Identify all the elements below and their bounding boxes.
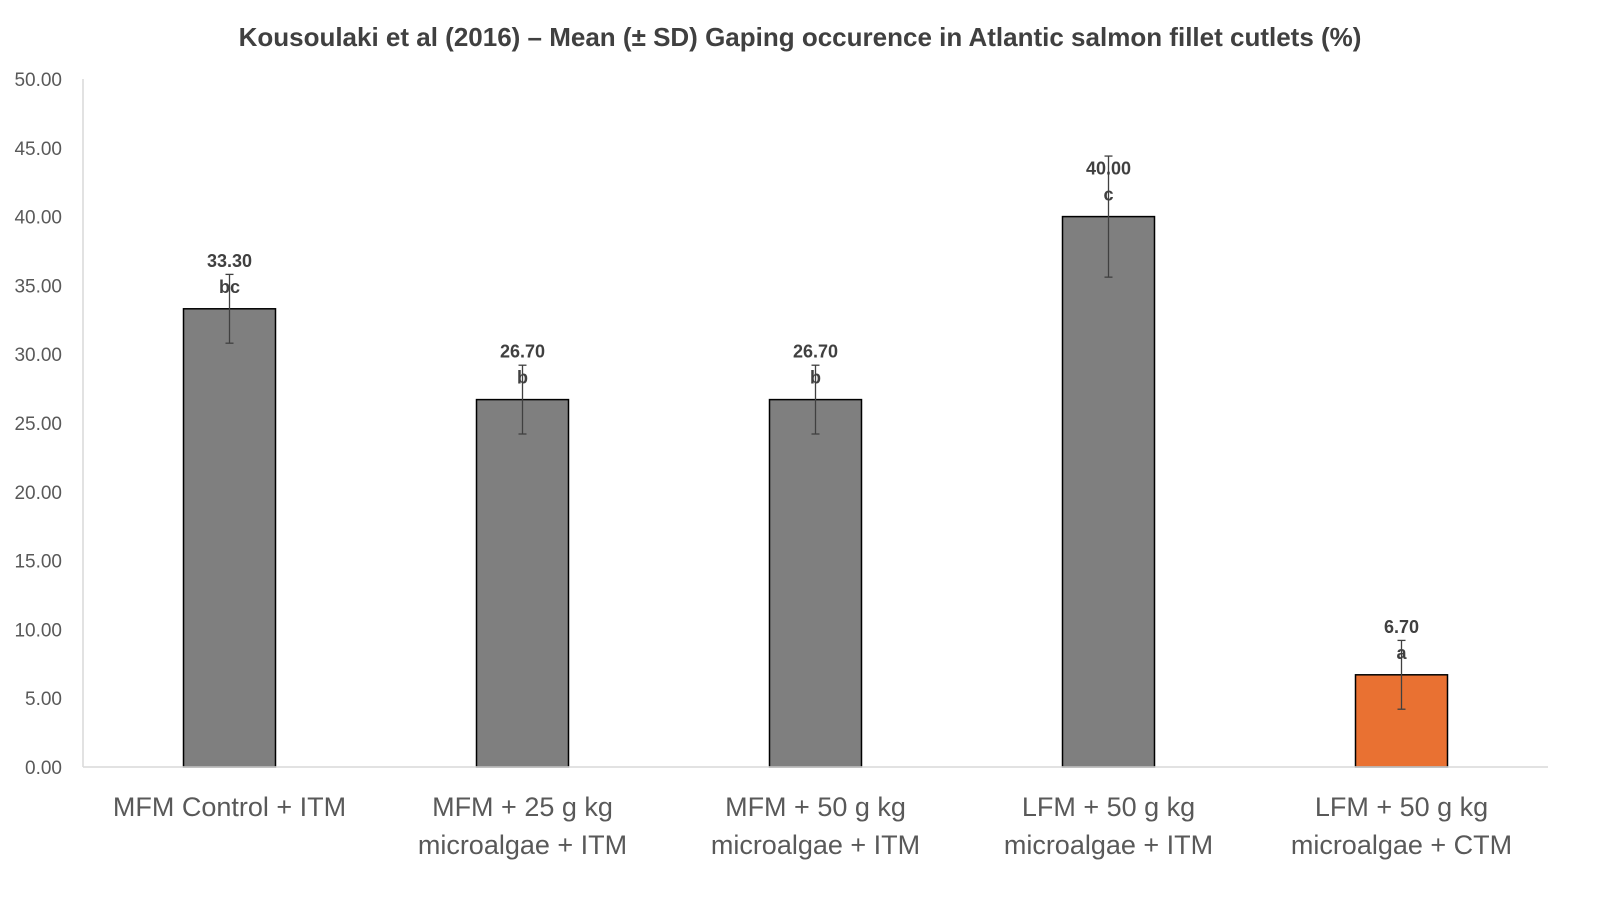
chart-title: Kousoulaki et al (2016) – Mean (± SD) Ga… <box>239 22 1362 52</box>
y-tick-label: 20.00 <box>14 483 62 504</box>
bar <box>768 398 863 768</box>
x-axis: MFM Control + ITM MFM + 25 g kg microalgae… <box>83 766 1548 860</box>
x-tick-label: microalgae + ITM <box>711 830 920 860</box>
bar <box>1061 215 1156 768</box>
data-label: 40.00 <box>1086 159 1131 179</box>
y-tick-label: 10.00 <box>14 620 62 641</box>
x-tick-label: LFM + 50 g kg <box>1315 792 1488 822</box>
bar <box>475 398 570 768</box>
bar <box>182 308 277 768</box>
significance-letter: a <box>1396 643 1407 663</box>
x-tick-label: MFM + 50 g kg <box>725 792 906 822</box>
significance-letter: bc <box>219 277 240 297</box>
x-tick-label: MFM Control + ITM <box>113 792 346 822</box>
significance-letter: b <box>810 368 821 388</box>
y-tick-label: 25.00 <box>14 414 62 435</box>
x-tick-label: microalgae + CTM <box>1291 830 1512 860</box>
bars <box>182 215 1449 768</box>
data-label: 26.70 <box>500 342 545 362</box>
y-axis: 0.00 5.00 10.00 15.00 20.00 25.00 30.00 35.00 40… <box>14 70 84 779</box>
y-tick-label: 15.00 <box>14 552 62 573</box>
data-label: 6.70 <box>1384 617 1419 637</box>
data-label: 26.70 <box>793 342 838 362</box>
y-tick-label: 30.00 <box>14 345 62 366</box>
y-tick-label: 0.00 <box>25 758 62 779</box>
y-tick-label: 40.00 <box>14 208 62 229</box>
y-tick-label: 45.00 <box>14 139 62 160</box>
data-labels: 33.30 bc 26.70 b 26.70 b 40.00 c 6.70 a <box>207 159 1419 663</box>
y-tick-label: 35.00 <box>14 276 62 297</box>
y-tick-label: 5.00 <box>25 689 62 710</box>
data-label: 33.30 <box>207 251 252 271</box>
y-tick-label: 50.00 <box>14 70 62 91</box>
significance-letter: b <box>517 368 528 388</box>
x-tick-label: microalgae + ITM <box>1004 830 1213 860</box>
x-tick-label: MFM + 25 g kg <box>432 792 613 822</box>
x-tick-label: LFM + 50 g kg <box>1022 792 1195 822</box>
significance-letter: c <box>1103 185 1113 205</box>
error-bars <box>225 155 1406 710</box>
x-tick-label: microalgae + ITM <box>418 830 627 860</box>
